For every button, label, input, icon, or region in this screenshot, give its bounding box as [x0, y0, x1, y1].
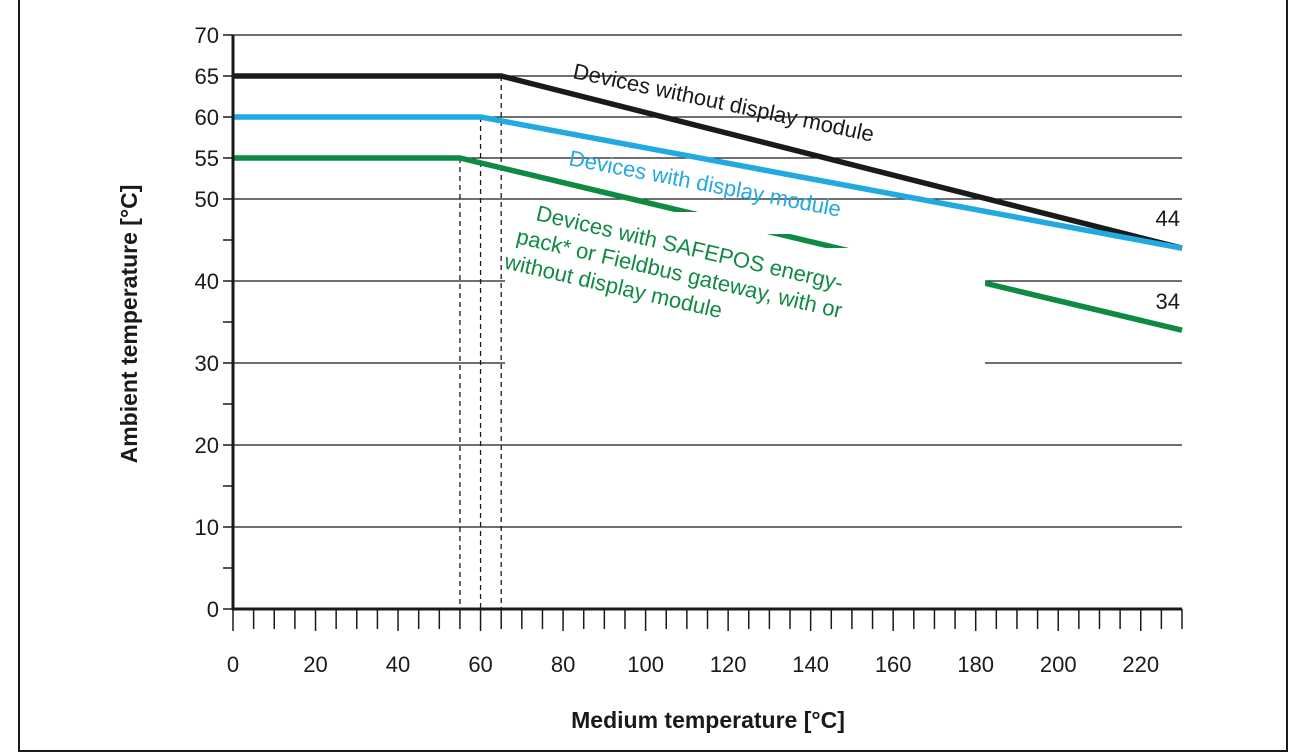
- x-tick-label: 160: [875, 652, 912, 677]
- end-value-label: 34: [1156, 289, 1180, 314]
- y-tick-label: 50: [195, 187, 219, 212]
- x-tick-label: 140: [792, 652, 829, 677]
- x-tick-label: 20: [303, 652, 327, 677]
- end-value-label: 44: [1156, 206, 1180, 231]
- y-tick-label: 40: [195, 269, 219, 294]
- y-tick-label: 65: [195, 64, 219, 89]
- label-background: [505, 248, 985, 368]
- x-tick-label: 80: [551, 652, 575, 677]
- y-tick-label: 70: [195, 23, 219, 48]
- x-tick-label: 120: [710, 652, 747, 677]
- y-tick-label: 10: [195, 515, 219, 540]
- label-backgrounds: [505, 212, 985, 368]
- axes: 0 10 20 30 40 50 55 60 65 70 0 20 40 60 80 100 120 140 160…: [195, 23, 1183, 677]
- y-tick-label: 20: [195, 433, 219, 458]
- series-line: [233, 73, 1183, 251]
- y-tick-label: 30: [195, 351, 219, 376]
- series-line: [233, 114, 1183, 251]
- x-tick-label: 100: [627, 652, 664, 677]
- x-tick-label: 0: [227, 652, 239, 677]
- x-tick-label: 60: [468, 652, 492, 677]
- x-tick-label: 220: [1122, 652, 1159, 677]
- y-tick-label: 60: [195, 105, 219, 130]
- x-tick-label: 200: [1040, 652, 1077, 677]
- label-background: [650, 212, 940, 234]
- y-tick-label: 55: [195, 146, 219, 171]
- x-axis-title: Medium temperature [°C]: [571, 707, 845, 733]
- x-tick-label: 40: [386, 652, 410, 677]
- x-tick-label: 180: [957, 652, 994, 677]
- y-tick-label: 0: [207, 597, 219, 622]
- reference-lines: [459, 76, 502, 609]
- figure-frame: [18, 0, 1288, 752]
- y-axis-title: Ambient temperature [°C]: [116, 185, 142, 464]
